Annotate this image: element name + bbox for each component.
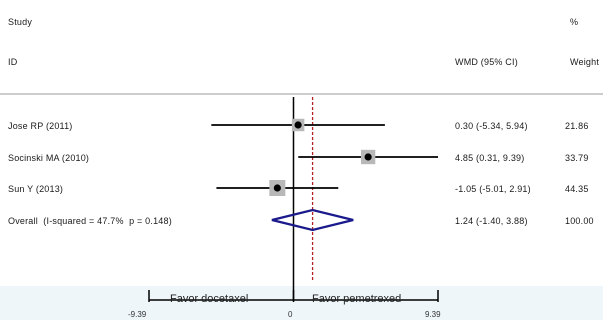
tick-label-left: -9.39 [128,310,147,319]
overall-diamond [271,208,354,232]
study-weight-3: 44.35 [565,184,589,194]
point-estimate-1 [294,121,302,129]
header-study: Study [8,17,33,27]
header-weight: Weight [570,57,600,67]
study-label-1: Jose RP (2011) [8,121,73,131]
study-weight-2: 33.79 [565,153,589,163]
tick-label-zero: 0 [288,310,293,319]
overall-ci: 1.24 (-1.40, 3.88) [455,216,528,226]
study-ci-2: 4.85 (0.31, 9.39) [455,153,525,163]
header-effect: WMD (95% CI) [455,57,518,67]
overall-label: Overall (I-squared = 47.7% p = 0.148) [8,216,172,226]
header-id: ID [8,57,18,67]
study-weight-1: 21.86 [565,121,589,131]
tick-label-right: 9.39 [425,310,441,319]
header-percent: % [570,17,579,27]
study-label-2: Socinski MA (2010) [8,153,90,163]
axis-label-left: Favor docetaxel [170,293,249,305]
axis-band [0,286,603,320]
point-estimate-2 [364,153,372,161]
study-ci-1: 0.30 (-5.34, 5.94) [455,121,528,131]
overall-weight: 100.00 [565,216,594,226]
study-ci-3: -1.05 (-5.01, 2.91) [455,184,531,194]
point-estimate-3 [273,184,281,192]
study-label-3: Sun Y (2013) [8,184,64,194]
axis-label-right: Favor pemetrexed [312,293,402,305]
